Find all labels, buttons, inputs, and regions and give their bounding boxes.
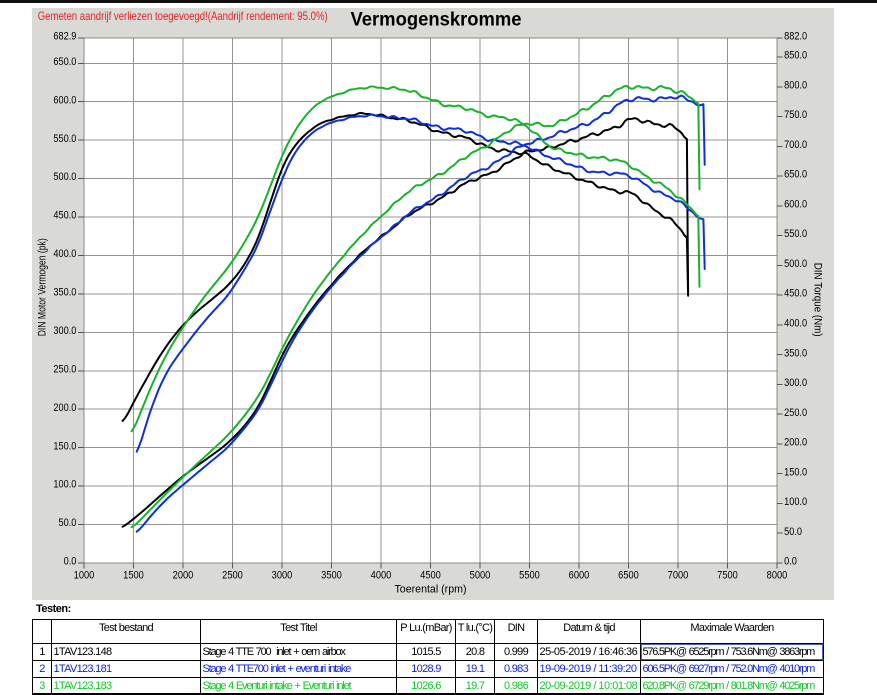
svg-text:0.0: 0.0 bbox=[64, 556, 77, 568]
svg-text:DIN Motor Vermogen (pk): DIN Motor Vermogen (pk) bbox=[37, 238, 49, 336]
svg-text:2000: 2000 bbox=[173, 570, 194, 582]
svg-text:400.0: 400.0 bbox=[784, 318, 807, 330]
svg-text:600.0: 600.0 bbox=[53, 94, 76, 106]
svg-text:300.0: 300.0 bbox=[784, 377, 807, 389]
svg-text:Gemeten aandrijf verliezen toe: Gemeten aandrijf verliezen toegevoegd!(A… bbox=[38, 9, 328, 23]
svg-text:682.9: 682.9 bbox=[53, 31, 76, 43]
svg-text:350.0: 350.0 bbox=[53, 287, 76, 299]
svg-text:150.0: 150.0 bbox=[53, 440, 76, 452]
svg-text:7500: 7500 bbox=[717, 570, 738, 582]
svg-text:5000: 5000 bbox=[470, 570, 491, 582]
svg-text:Vermogenskromme: Vermogenskromme bbox=[351, 9, 522, 30]
svg-text:3000: 3000 bbox=[272, 570, 293, 582]
svg-text:450.0: 450.0 bbox=[53, 210, 76, 222]
svg-text:850.0: 850.0 bbox=[784, 50, 807, 62]
svg-text:250.0: 250.0 bbox=[53, 363, 76, 375]
svg-text:350.0: 350.0 bbox=[784, 347, 807, 359]
svg-text:400.0: 400.0 bbox=[53, 248, 76, 260]
svg-text:650.0: 650.0 bbox=[784, 169, 807, 181]
svg-text:300.0: 300.0 bbox=[53, 325, 76, 337]
svg-text:800.0: 800.0 bbox=[784, 79, 807, 91]
svg-text:150.0: 150.0 bbox=[784, 466, 807, 478]
svg-text:700.0: 700.0 bbox=[784, 139, 807, 151]
svg-text:5500: 5500 bbox=[519, 570, 540, 582]
svg-text:7000: 7000 bbox=[668, 570, 689, 582]
svg-text:2500: 2500 bbox=[222, 570, 243, 582]
svg-text:750.0: 750.0 bbox=[784, 109, 807, 121]
svg-text:200.0: 200.0 bbox=[53, 402, 76, 414]
svg-text:600.0: 600.0 bbox=[784, 199, 807, 211]
svg-text:Toerental (rpm): Toerental (rpm) bbox=[395, 584, 467, 596]
svg-text:100.0: 100.0 bbox=[53, 479, 76, 491]
svg-text:50.0: 50.0 bbox=[784, 526, 802, 538]
svg-text:200.0: 200.0 bbox=[784, 437, 807, 449]
svg-text:882.0: 882.0 bbox=[784, 31, 807, 43]
svg-text:0.0: 0.0 bbox=[784, 556, 797, 568]
svg-text:8000: 8000 bbox=[767, 570, 788, 582]
svg-text:250.0: 250.0 bbox=[784, 407, 807, 419]
svg-text:DIN Torque (Nm): DIN Torque (Nm) bbox=[812, 263, 824, 337]
svg-text:500.0: 500.0 bbox=[784, 258, 807, 270]
svg-text:3500: 3500 bbox=[321, 570, 342, 582]
svg-text:50.0: 50.0 bbox=[59, 517, 77, 529]
svg-text:4500: 4500 bbox=[420, 570, 441, 582]
svg-text:1000: 1000 bbox=[74, 570, 95, 582]
svg-text:650.0: 650.0 bbox=[53, 56, 76, 68]
svg-text:500.0: 500.0 bbox=[53, 171, 76, 183]
svg-text:100.0: 100.0 bbox=[784, 496, 807, 508]
svg-text:550.0: 550.0 bbox=[53, 133, 76, 145]
svg-text:550.0: 550.0 bbox=[784, 228, 807, 240]
svg-text:450.0: 450.0 bbox=[784, 288, 807, 300]
svg-text:4000: 4000 bbox=[371, 570, 392, 582]
svg-text:6000: 6000 bbox=[569, 570, 590, 582]
svg-text:6500: 6500 bbox=[618, 570, 639, 582]
svg-text:1500: 1500 bbox=[123, 570, 144, 582]
